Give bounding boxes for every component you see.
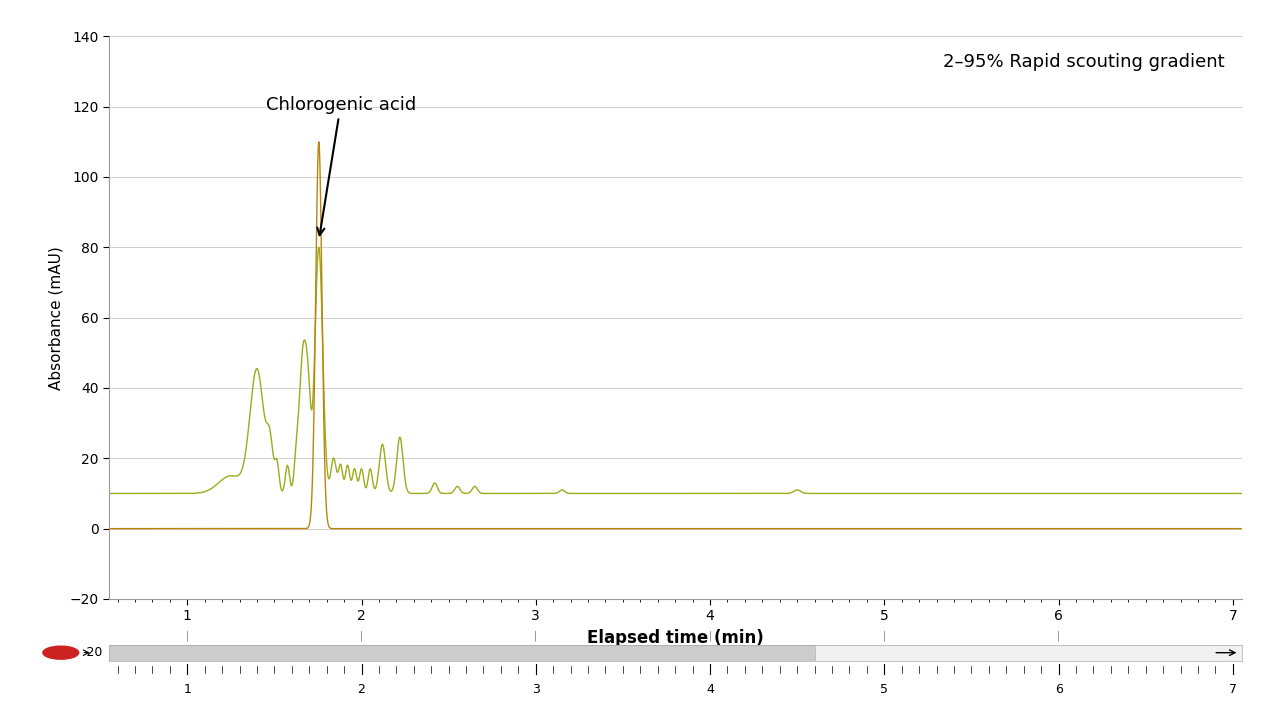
Text: |: | xyxy=(534,631,538,641)
Bar xyxy=(109,645,814,661)
Text: 7: 7 xyxy=(1229,682,1236,696)
Text: Chlorogenic acid: Chlorogenic acid xyxy=(266,96,416,235)
Text: -20: -20 xyxy=(82,646,102,659)
Text: 2: 2 xyxy=(357,682,365,696)
Text: |: | xyxy=(360,631,364,641)
Y-axis label: Absorbance (mAU): Absorbance (mAU) xyxy=(49,245,64,390)
X-axis label: Elapsed time (min): Elapsed time (min) xyxy=(586,629,764,647)
Text: |: | xyxy=(883,631,886,641)
Text: 4: 4 xyxy=(707,682,714,696)
Text: 3: 3 xyxy=(532,682,540,696)
Text: |: | xyxy=(186,631,189,641)
Text: 6: 6 xyxy=(1055,682,1062,696)
Text: |: | xyxy=(1057,631,1060,641)
Text: 2–95% Rapid scouting gradient: 2–95% Rapid scouting gradient xyxy=(943,53,1225,71)
Text: |: | xyxy=(708,631,712,641)
Text: 1: 1 xyxy=(183,682,191,696)
Circle shape xyxy=(44,646,79,659)
Text: 5: 5 xyxy=(881,682,888,696)
